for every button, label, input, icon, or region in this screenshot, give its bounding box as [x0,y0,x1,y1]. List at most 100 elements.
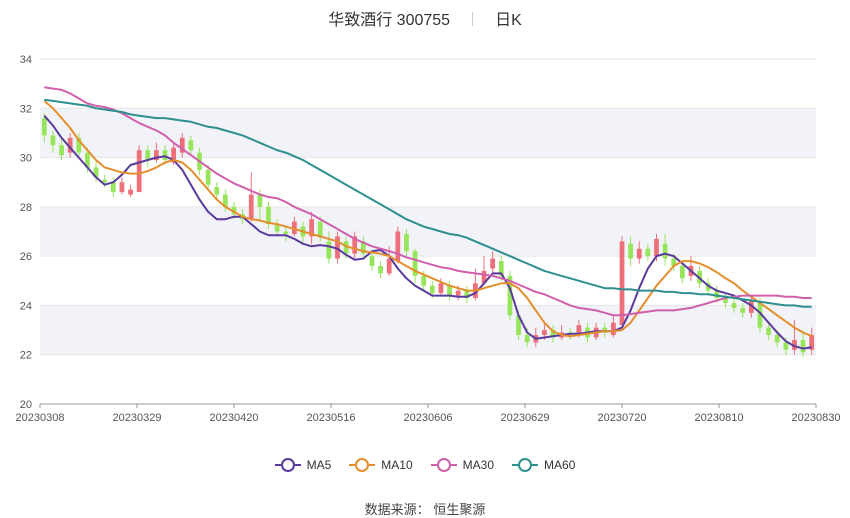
candle-body [404,233,409,252]
legend-label-ma5: MA5 [306,458,332,472]
candle-body [110,182,116,193]
candle-body [386,258,392,274]
legend-item-ma60[interactable]: MA60 [512,458,575,472]
series-line-ma60 [44,98,812,308]
candle-body [41,118,47,136]
x-tick-label: 20230606 [404,412,453,424]
candle-body [774,335,780,343]
candle-body [447,285,452,296]
candle-body [291,221,297,234]
swatch-dot [355,458,370,472]
candle-body [214,187,220,195]
chart-title: 华致酒行 300755 日K [0,6,850,30]
candle-body [550,330,556,338]
candle-body [395,231,401,262]
x-tick-label: 20230720 [598,412,647,424]
candle-body [524,335,530,343]
legend-label-ma60: MA60 [544,458,576,472]
candle-body [792,339,797,350]
legend-swatch-ma60 [512,458,539,472]
y-tick-label: 22 [20,350,32,362]
candle-body [602,327,608,333]
y-tick-label: 20 [20,399,32,411]
legend-label-ma30: MA30 [462,458,495,472]
candle-body [800,339,806,353]
swatch-dot [280,458,295,472]
candle-body [662,243,668,259]
candle-body [783,342,789,350]
candle-body [162,150,168,161]
swatch-dot [436,458,451,472]
candle-body [636,248,642,259]
candle-body [128,189,133,195]
chart-legend: MA5 MA10 MA30 MA60 [0,458,850,472]
candle-body [628,243,633,259]
x-tick-label: 20230810 [695,412,744,424]
candle-body [231,206,237,215]
candle-body [516,315,521,335]
candle-body [67,137,73,153]
candle-body [326,241,332,259]
y-tick-label: 34 [20,54,32,66]
y-tick-label: 30 [20,153,32,165]
data-source: 数据来源： 恒生聚源 [0,499,850,518]
candle-body [412,251,418,276]
candle-body [76,137,82,153]
candle-body [179,137,185,153]
candle-body [369,256,375,266]
series-line-ma10 [43,100,813,338]
legend-item-ma10[interactable]: MA10 [349,458,413,472]
candle-body [809,335,815,350]
x-tick-label: 20230830 [792,412,841,424]
candle-body [654,238,659,257]
candle-body [645,248,651,257]
candle-body [50,135,56,146]
candle-body [360,241,366,254]
candle-body [343,241,349,254]
candle-body [705,283,711,291]
source-label: 数据来源： [364,502,430,517]
candle-body [611,322,616,335]
stock-title: 华致酒行 300755 [328,12,451,29]
candle-body [429,285,435,294]
candle-body [498,261,504,276]
x-tick-label: 20230329 [113,412,162,424]
x-tick-label: 20230420 [210,412,259,424]
legend-swatch-ma5 [274,458,301,472]
candle-body [455,290,461,296]
candle-body [335,236,340,259]
y-tick-label: 26 [20,251,32,263]
legend-swatch-ma30 [430,458,457,472]
legend-item-ma5[interactable]: MA5 [274,458,332,472]
candle-body [309,219,314,237]
candle-body [119,182,125,193]
candle-body [671,258,677,266]
candle-body [188,140,194,151]
candle-body [154,150,159,161]
grid-band [40,305,816,355]
candle-body [136,150,142,193]
grid-band [40,206,816,257]
legend-label-ma10: MA10 [381,458,413,472]
candle-body [248,194,254,220]
candle-body [378,266,383,274]
candle-body [317,221,323,237]
legend-item-ma30[interactable]: MA30 [430,458,495,472]
period-label: 日K [495,12,522,29]
x-tick-label: 20230629 [501,412,550,424]
candle-body [93,167,99,178]
candle-body [171,147,177,163]
candle-body [619,241,625,326]
candle-body [731,302,737,308]
series-line-ma30 [44,86,812,317]
legend-swatch-ma10 [349,458,376,472]
candle-body [223,194,228,207]
grid-band [40,108,816,158]
candle-body [352,236,358,254]
candle-body [766,327,771,335]
candle-body [421,275,427,286]
candle-body [490,258,496,269]
x-tick-label: 20230516 [307,412,356,424]
y-tick-label: 32 [20,103,32,115]
